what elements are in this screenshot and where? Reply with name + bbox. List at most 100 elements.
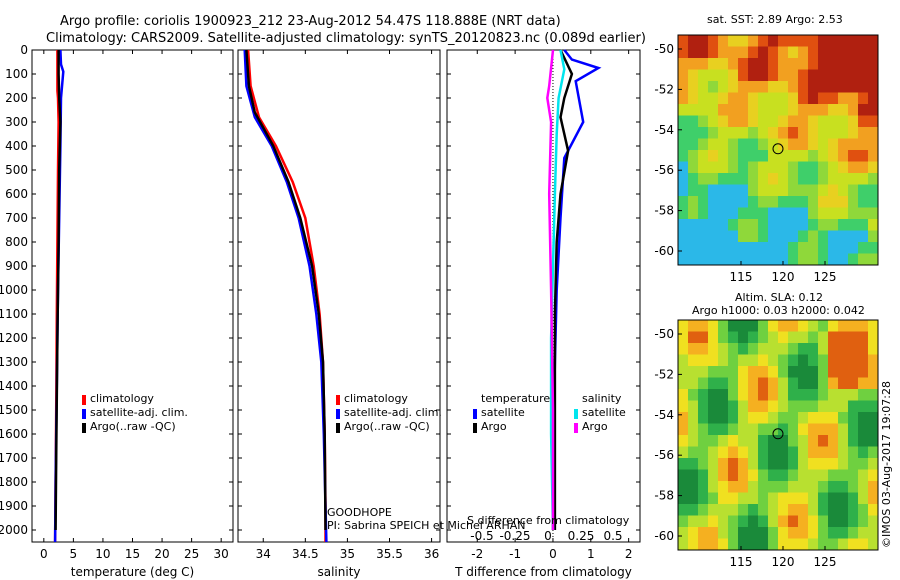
sst-cell [788, 92, 799, 105]
sst-cell [818, 69, 829, 82]
sst-cell [818, 242, 829, 254]
sla-cell [698, 377, 709, 390]
sla-cell [838, 435, 849, 447]
sla-cell [698, 412, 709, 424]
sla-cell [688, 538, 699, 551]
sst-cell [858, 173, 869, 185]
sla-cell [828, 538, 839, 551]
sst-cell [798, 69, 809, 82]
sst-cell [738, 230, 749, 243]
sla-cell [868, 354, 879, 367]
sst-cell [678, 173, 689, 185]
sst-cell [838, 81, 849, 93]
sla-cell [858, 481, 869, 493]
sst-cell [758, 150, 769, 162]
sst-cell [718, 115, 729, 128]
sla-cell [778, 412, 789, 424]
sla-cell [858, 389, 869, 401]
sla-cell [808, 343, 819, 355]
sla-cell [858, 538, 869, 551]
sst-map-title: sat. SST: 2.89 Argo: 2.53 [707, 13, 843, 26]
sst-cell [738, 184, 749, 197]
sst-cell [818, 161, 829, 174]
sla-cell [858, 400, 869, 413]
sla-cell [868, 320, 879, 332]
sst-cell [848, 115, 859, 128]
sla-cell [748, 527, 759, 539]
sst-cell [828, 104, 839, 116]
sst-cell [758, 69, 769, 82]
sla-cell [718, 320, 729, 332]
sla-cell [838, 331, 849, 344]
sst-cell [698, 173, 709, 185]
sst-cell [718, 242, 729, 254]
sla-cell [828, 469, 839, 482]
sla-cell [708, 527, 719, 539]
sst-cell [798, 230, 809, 243]
sdiff-axis-label: S difference from climatology [467, 514, 630, 527]
sla-cell [708, 458, 719, 470]
sst-cell [728, 161, 739, 174]
sla-cell [728, 389, 739, 401]
sst-cell [868, 138, 879, 151]
sst-cell [688, 230, 699, 243]
sst-cell [808, 35, 819, 47]
sst-cell [838, 127, 849, 139]
sst-cell [778, 92, 789, 105]
sla-cell [708, 331, 719, 344]
x-tick-label-1: 10 [95, 547, 110, 561]
sst-cell [868, 184, 879, 197]
sst-cell [698, 150, 709, 162]
sst-cell [698, 161, 709, 174]
sst-cell [848, 58, 859, 70]
sst-cell [738, 207, 749, 220]
sst-cell [828, 92, 839, 105]
sst-cell [838, 230, 849, 243]
sst-cell [768, 58, 779, 70]
sst-cell [738, 81, 749, 93]
sst-cell [868, 81, 879, 93]
sla-cell [748, 400, 759, 413]
sst-cell [688, 184, 699, 197]
sst-cell [788, 58, 799, 70]
sla-cell [768, 412, 779, 424]
sla-cell [848, 366, 859, 378]
sla-cell [688, 504, 699, 516]
sla-cell [778, 343, 789, 355]
sla-cell [858, 504, 869, 516]
sla-cell [708, 343, 719, 355]
sla-cell [868, 446, 879, 459]
sst-cell [828, 127, 839, 139]
y-tick-label: 400 [5, 139, 28, 153]
sst-cell [738, 92, 749, 105]
sla-cell [698, 343, 709, 355]
y-tick-label: 300 [5, 115, 28, 129]
sla-cell [768, 538, 779, 551]
sla-cell [768, 366, 779, 378]
sst-cell [838, 138, 849, 151]
sla-cell [758, 515, 769, 528]
sdiff-tick-label: -0.25 [499, 529, 530, 543]
sst-cell [828, 242, 839, 254]
sst-cell [848, 104, 859, 116]
sst-cell [728, 184, 739, 197]
sst-cell [818, 253, 829, 266]
sst-cell [788, 173, 799, 185]
sst-cell [698, 35, 709, 47]
sla-cell [778, 527, 789, 539]
sla-cell [828, 343, 839, 355]
sst-cell [718, 92, 729, 105]
sla-cell [678, 481, 689, 493]
sst-cell [838, 35, 849, 47]
sla-cell [738, 343, 749, 355]
legend2-climatology-mark [336, 395, 340, 405]
sst-cell [808, 219, 819, 231]
sla-cell [848, 377, 859, 390]
sst-cell [768, 46, 779, 59]
sst-cell [848, 230, 859, 243]
sla-cell [778, 458, 789, 470]
sst-cell [868, 150, 879, 162]
sla-cell [768, 435, 779, 447]
sst-cell [858, 115, 869, 128]
